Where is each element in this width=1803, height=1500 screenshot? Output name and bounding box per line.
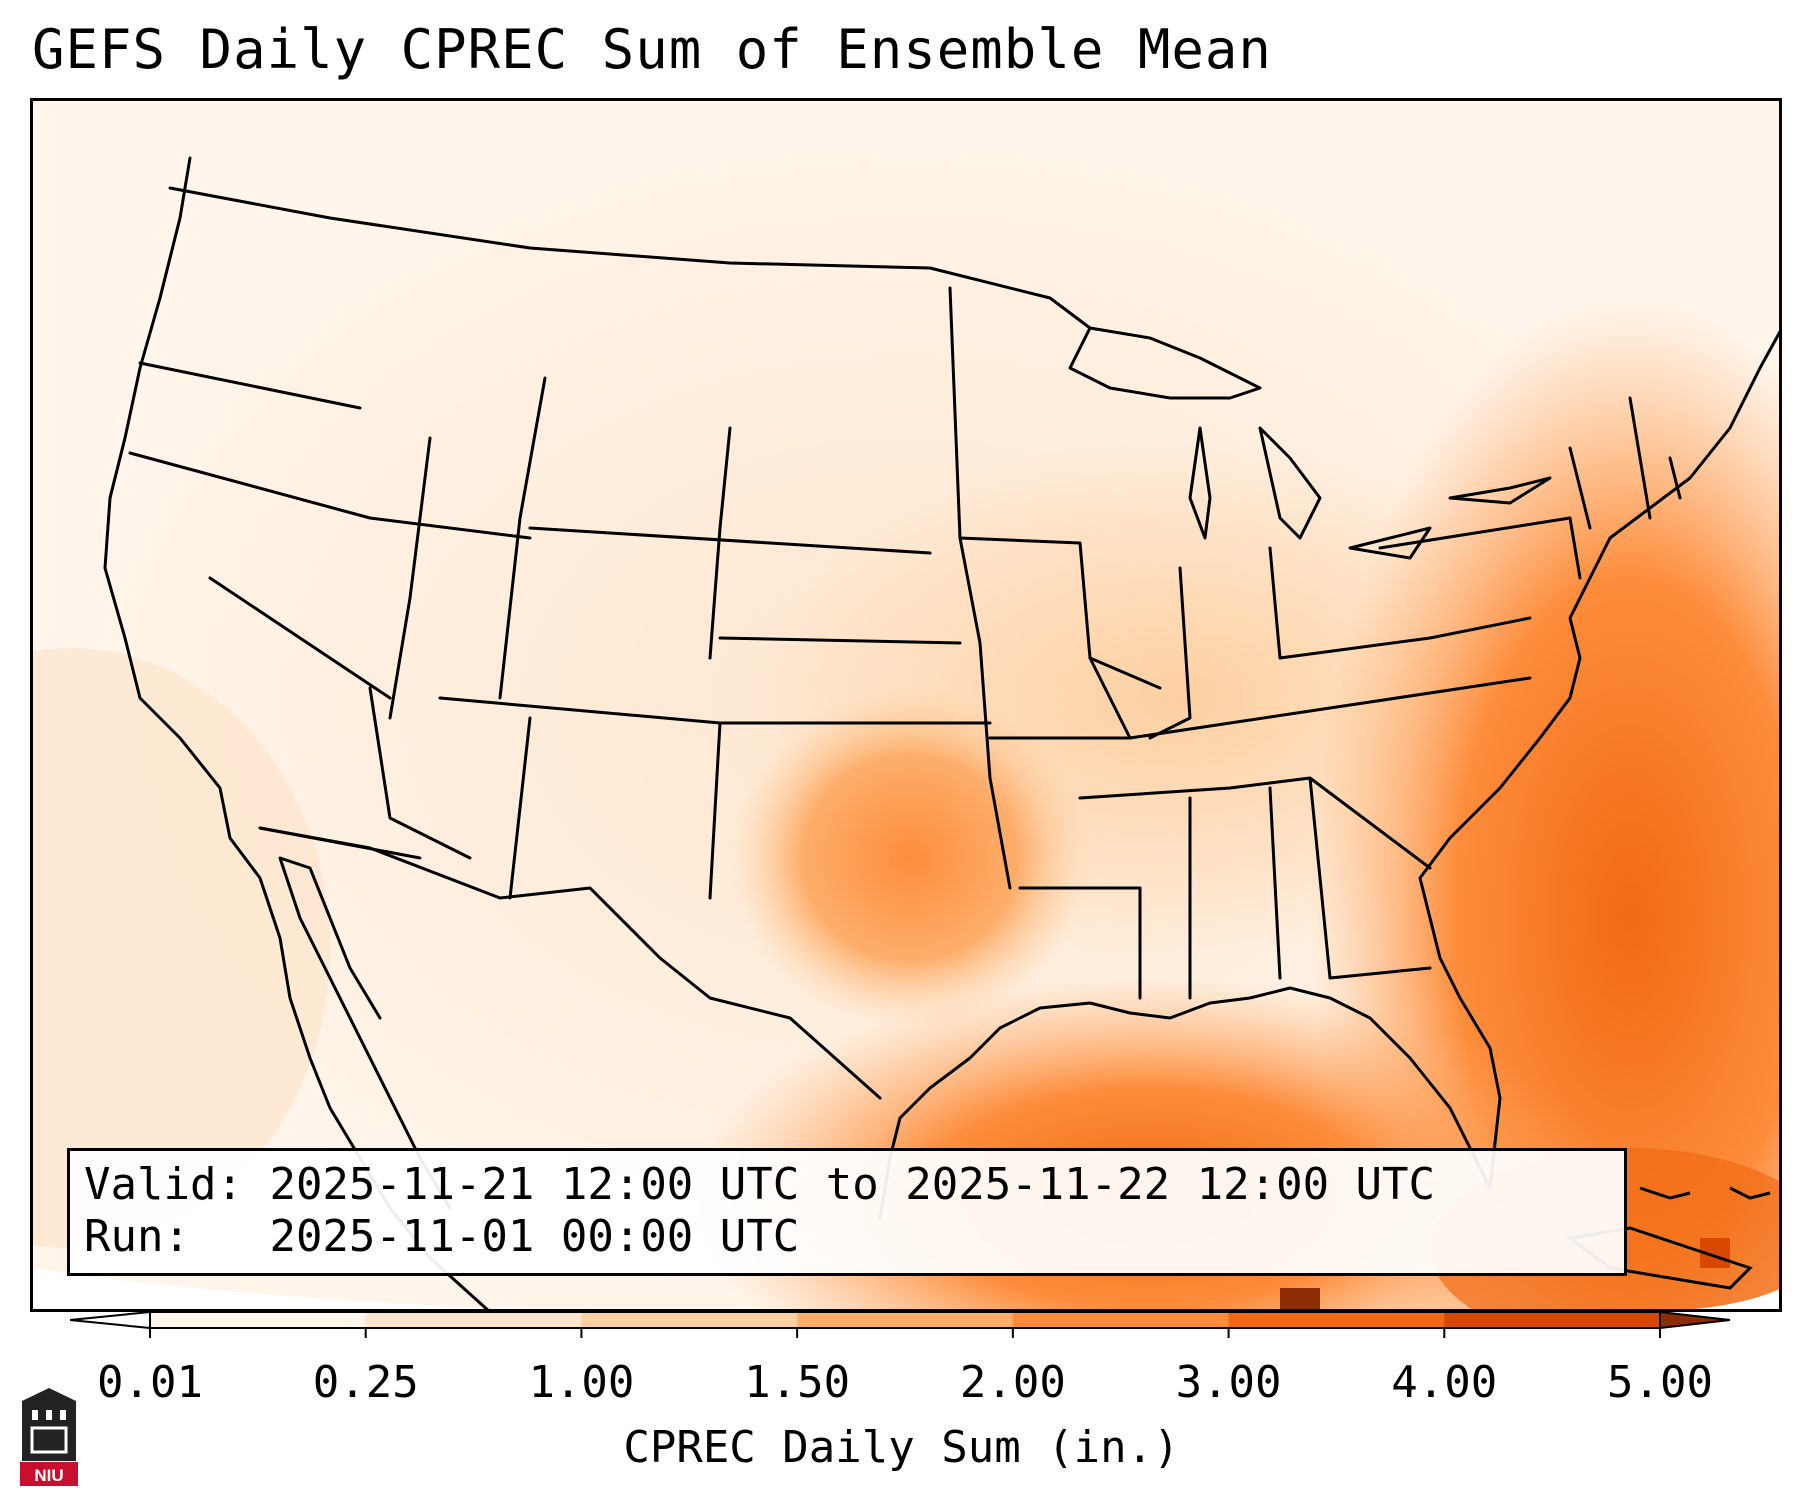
colorbar-tick-label: 0.25 <box>312 1357 419 1408</box>
colorbar-tick-label: 2.00 <box>959 1357 1066 1408</box>
colorbar-segment <box>1012 1312 1230 1328</box>
state-borders <box>128 286 1682 1000</box>
run-label: Run: <box>84 1211 190 1262</box>
valid-run-info-box: Valid: 2025-11-21 12:00 UTC to 2025-11-2… <box>67 1148 1627 1276</box>
precip-map <box>30 98 1782 1312</box>
colorbar-segment <box>1444 1312 1661 1328</box>
colorbar-label: CPREC Daily Sum (in.) <box>623 1422 1180 1473</box>
colorbar-over-triangle <box>1659 1312 1731 1330</box>
precip-field-pacific <box>30 98 330 658</box>
precip-field-pacific-south <box>30 648 330 1248</box>
valid-value: 2025-11-21 12:00 UTC to 2025-11-22 12:00… <box>269 1159 1436 1210</box>
colorbar-tick-label: 1.00 <box>528 1357 635 1408</box>
colorbar <box>60 1312 1740 1492</box>
domain-edge-se <box>1630 1288 1782 1312</box>
colorbar-tick-label: 4.00 <box>1391 1357 1498 1408</box>
colorbar-under-triangle <box>69 1312 151 1330</box>
colorbar-segment <box>797 1312 1014 1328</box>
valid-label: Valid: <box>84 1159 243 1210</box>
colorbar-svg <box>69 1312 1731 1338</box>
colorbar-segment <box>365 1312 582 1328</box>
map-title: GEFS Daily CPREC Sum of Ensemble Mean <box>32 18 1272 81</box>
colorbar-tick-label: 0.01 <box>97 1357 203 1408</box>
colorbar-tick-label: 5.00 <box>1607 1357 1713 1408</box>
mexico-border <box>258 826 882 1100</box>
great-lakes <box>1068 326 1552 560</box>
colorbar-segment <box>581 1312 798 1328</box>
gulf-coastline <box>878 326 1782 1220</box>
canada-border <box>168 186 1092 330</box>
colorbar-segment <box>1228 1312 1445 1328</box>
colorbar-segments <box>149 1312 1661 1329</box>
map-canvas <box>30 98 1782 1312</box>
colorbar-segment <box>150 1312 367 1328</box>
logo-text: NIU <box>34 1466 63 1485</box>
colorbar-tick-label: 1.50 <box>744 1357 851 1408</box>
precip-field-max-cell-gulf <box>1280 1288 1320 1312</box>
colorbar-tick-label: 3.00 <box>1175 1357 1282 1408</box>
map-frame <box>30 98 1782 1312</box>
colorbar-tick-marks <box>149 1328 1661 1338</box>
run-value: 2025-11-01 00:00 UTC <box>269 1211 800 1262</box>
university-tower-icon: NIU <box>20 1386 78 1486</box>
domain-edge-sw <box>30 1268 730 1312</box>
precip-field-southern-plains <box>730 688 1090 1028</box>
pacific-coastline <box>103 156 492 1312</box>
